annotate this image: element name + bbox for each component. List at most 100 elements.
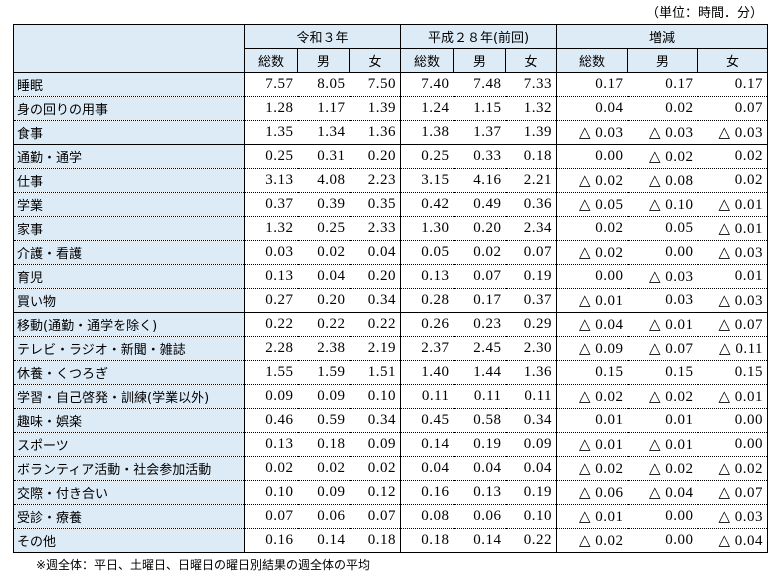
cell-change-male: 0.00 <box>627 240 698 265</box>
cell-r3-male: 1.34 <box>297 120 350 145</box>
cell-h28-female: 0.10 <box>505 504 558 529</box>
header-h28-total: 総数 <box>400 48 455 73</box>
table-row: 通勤・通学 0.25 0.31 0.20 0.25 0.33 0.18 0.00 △ 0.02 0… <box>13 144 769 169</box>
cell-change-male: 0.17 <box>627 72 698 97</box>
row-label: 育児 <box>13 264 245 289</box>
cell-h28-male: 0.20 <box>453 216 506 241</box>
cell-h28-male: 0.33 <box>453 144 506 169</box>
cell-h28-male: 0.49 <box>453 192 506 217</box>
cell-h28-female: 0.36 <box>505 192 558 217</box>
cell-h28-male: 2.45 <box>453 336 506 361</box>
cell-change-male: △ 0.07 <box>627 336 698 361</box>
cell-change-total: 0.02 <box>556 216 628 241</box>
row-label: 趣味・娯楽 <box>13 408 245 433</box>
cell-h28-total: 0.08 <box>400 504 454 529</box>
cell-change-female: △ 0.01 <box>697 192 769 217</box>
cell-h28-male: 0.19 <box>453 432 506 457</box>
header-sub-row: 総数男女総数男女総数男女 <box>14 48 769 73</box>
cell-h28-male: 0.11 <box>453 384 506 409</box>
cell-r3-female: 0.02 <box>349 456 402 481</box>
table-row: 睡眠 7.57 8.05 7.50 7.40 7.48 7.33 0.17 0.17 0.17 <box>13 72 769 97</box>
cell-h28-female: 2.34 <box>505 216 558 241</box>
cell-change-total: △ 0.01 <box>556 288 628 313</box>
cell-change-male: △ 0.04 <box>627 480 698 505</box>
cell-h28-total: 0.42 <box>400 192 454 217</box>
cell-change-female: 0.17 <box>697 72 769 97</box>
cell-r3-female: 0.09 <box>349 432 402 457</box>
cell-h28-female: 1.39 <box>505 120 558 145</box>
table-row: 仕事 3.13 4.08 2.23 3.15 4.16 2.21 △ 0.02 △ 0.08 0.… <box>13 168 769 193</box>
cell-h28-total: 7.40 <box>400 72 454 97</box>
cell-h28-female: 2.30 <box>505 336 558 361</box>
cell-h28-female: 0.34 <box>505 408 558 433</box>
row-label: 学業 <box>13 192 245 217</box>
cell-change-total: △ 0.02 <box>556 384 628 409</box>
cell-r3-total: 0.02 <box>244 456 298 481</box>
cell-r3-female: 0.07 <box>349 504 402 529</box>
table-row: ボランティア活動・社会参加活動 0.02 0.02 0.02 0.04 0.04 0.04 △… <box>13 456 769 481</box>
row-label: 介護・看護 <box>13 240 245 265</box>
cell-change-female: 0.15 <box>697 360 769 385</box>
cell-r3-male: 0.59 <box>297 408 350 433</box>
cell-change-total: △ 0.01 <box>556 432 628 457</box>
cell-h28-total: 0.18 <box>400 528 454 553</box>
cell-r3-female: 2.33 <box>349 216 402 241</box>
cell-change-female: △ 0.02 <box>697 456 769 481</box>
cell-change-total: 0.01 <box>556 408 628 433</box>
cell-h28-male: 7.48 <box>453 72 506 97</box>
cell-change-male: 0.05 <box>627 216 698 241</box>
header-r3-male: 男 <box>297 48 350 73</box>
cell-h28-total: 0.13 <box>400 264 454 289</box>
cell-r3-total: 0.16 <box>244 528 298 553</box>
cell-change-male: 0.15 <box>627 360 698 385</box>
cell-h28-male: 0.06 <box>453 504 506 529</box>
cell-change-total: △ 0.02 <box>556 168 628 193</box>
cell-h28-male: 0.23 <box>453 312 506 337</box>
cell-h28-female: 2.21 <box>505 168 558 193</box>
cell-r3-male: 0.06 <box>297 504 350 529</box>
cell-h28-female: 0.29 <box>505 312 558 337</box>
cell-change-male: △ 0.10 <box>627 192 698 217</box>
table-row: 交際・付き合い 0.10 0.09 0.12 0.16 0.13 0.19 △ 0.06 △ 0… <box>13 480 769 505</box>
cell-r3-female: 0.04 <box>349 240 402 265</box>
cell-change-male: △ 0.02 <box>627 456 698 481</box>
cell-r3-female: 1.51 <box>349 360 402 385</box>
cell-h28-female: 0.18 <box>505 144 558 169</box>
cell-change-female: △ 0.04 <box>697 528 769 553</box>
cell-h28-male: 1.37 <box>453 120 506 145</box>
cell-r3-male: 0.39 <box>297 192 350 217</box>
cell-h28-total: 3.15 <box>400 168 454 193</box>
cell-change-female: △ 0.03 <box>697 504 769 529</box>
cell-h28-total: 0.05 <box>400 240 454 265</box>
cell-r3-female: 1.36 <box>349 120 402 145</box>
cell-h28-female: 1.36 <box>505 360 558 385</box>
cell-h28-total: 0.11 <box>400 384 454 409</box>
cell-h28-male: 4.16 <box>453 168 506 193</box>
cell-change-total: 0.04 <box>556 96 628 121</box>
header-group-change: 増減 <box>556 24 769 49</box>
header-change-male: 男 <box>627 48 699 73</box>
cell-h28-total: 0.28 <box>400 288 454 313</box>
cell-change-total: △ 0.05 <box>556 192 628 217</box>
cell-r3-total: 0.13 <box>244 432 298 457</box>
row-label: 睡眠 <box>13 72 245 97</box>
table-row: その他 0.16 0.14 0.18 0.18 0.14 0.22 △ 0.02 0.00 △ 0… <box>13 528 769 553</box>
table-row: スポーツ 0.13 0.18 0.09 0.14 0.19 0.09 △ 0.01 △ 0.01… <box>13 432 769 457</box>
cell-change-total: △ 0.01 <box>556 504 628 529</box>
header-group-row: 令和３年 平成２８年(前回) 増減 <box>13 24 769 73</box>
table-row: 学業 0.37 0.39 0.35 0.42 0.49 0.36 △ 0.05 △ 0.10 △ … <box>13 192 769 217</box>
cell-h28-male: 0.14 <box>453 528 506 553</box>
cell-r3-male: 0.14 <box>297 528 350 553</box>
cell-h28-female: 0.07 <box>505 240 558 265</box>
cell-r3-total: 0.37 <box>244 192 298 217</box>
cell-r3-total: 0.03 <box>244 240 298 265</box>
table-row: 学習・自己啓発・訓練(学業以外) 0.09 0.09 0.10 0.11 0.11 0.11… <box>13 384 769 409</box>
cell-change-male: 0.00 <box>627 504 698 529</box>
cell-h28-female: 1.32 <box>505 96 558 121</box>
cell-r3-female: 0.12 <box>349 480 402 505</box>
cell-h28-total: 2.37 <box>400 336 454 361</box>
cell-change-total: 0.00 <box>556 264 628 289</box>
cell-change-female: △ 0.01 <box>697 384 769 409</box>
table-row: 身の回りの用事 1.28 1.17 1.39 1.24 1.15 1.32 0.04 0.02 0… <box>13 96 769 121</box>
cell-r3-total: 3.13 <box>244 168 298 193</box>
